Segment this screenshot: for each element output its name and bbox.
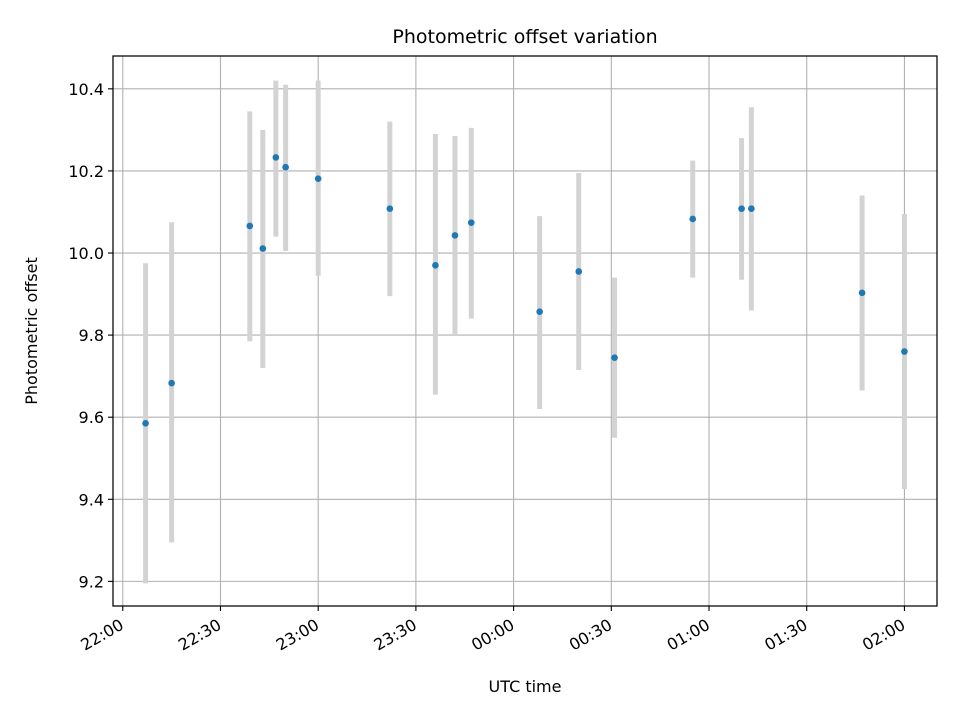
y-tick-label: 9.8 [79, 326, 104, 345]
data-point [386, 205, 394, 212]
data-point [314, 175, 322, 183]
y-tick-label: 9.6 [79, 408, 104, 427]
data-point [536, 308, 543, 316]
y-tick-label: 10.0 [68, 244, 104, 263]
data-point [259, 245, 267, 252]
y-tick-label: 10.4 [68, 80, 104, 99]
plot-frame [112, 55, 938, 607]
y-axis: 9.2 9.4 9.6 9.8 10.0 10.2 10.4 [68, 80, 113, 591]
y-tick-label: 9.4 [79, 490, 104, 509]
data-point [748, 205, 755, 212]
data-point [272, 154, 280, 161]
data-point [467, 219, 475, 226]
data-point [689, 215, 697, 223]
data-points [142, 154, 908, 427]
data-point [858, 289, 866, 297]
data-point [142, 420, 149, 427]
data-point [575, 268, 583, 275]
y-tick-label: 9.2 [79, 572, 104, 591]
data-point [432, 262, 439, 269]
data-point [246, 222, 254, 230]
data-point [611, 354, 618, 361]
y-axis-label: Photometric offset [22, 257, 41, 405]
x-axis-label: UTC time [489, 677, 562, 696]
data-point [282, 163, 289, 171]
data-point [901, 348, 908, 355]
data-point [738, 205, 745, 212]
data-point [451, 232, 459, 239]
y-tick-label: 10.2 [68, 162, 104, 181]
chart-title: Photometric offset variation [392, 26, 657, 48]
data-point [168, 379, 175, 387]
